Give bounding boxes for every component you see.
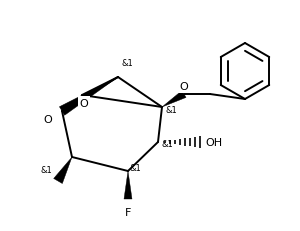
Text: OH: OH (205, 137, 222, 147)
Text: O: O (44, 115, 52, 125)
Text: &1: &1 (162, 140, 174, 149)
Polygon shape (54, 157, 72, 184)
Polygon shape (162, 91, 186, 108)
Text: F: F (125, 207, 131, 217)
Text: &1: &1 (122, 59, 134, 68)
Text: O: O (80, 99, 88, 109)
Text: &1: &1 (130, 163, 142, 172)
Text: O: O (180, 82, 188, 92)
Text: &1: &1 (40, 165, 52, 174)
Polygon shape (124, 171, 132, 199)
Polygon shape (59, 78, 118, 116)
Text: &1: &1 (166, 106, 178, 115)
